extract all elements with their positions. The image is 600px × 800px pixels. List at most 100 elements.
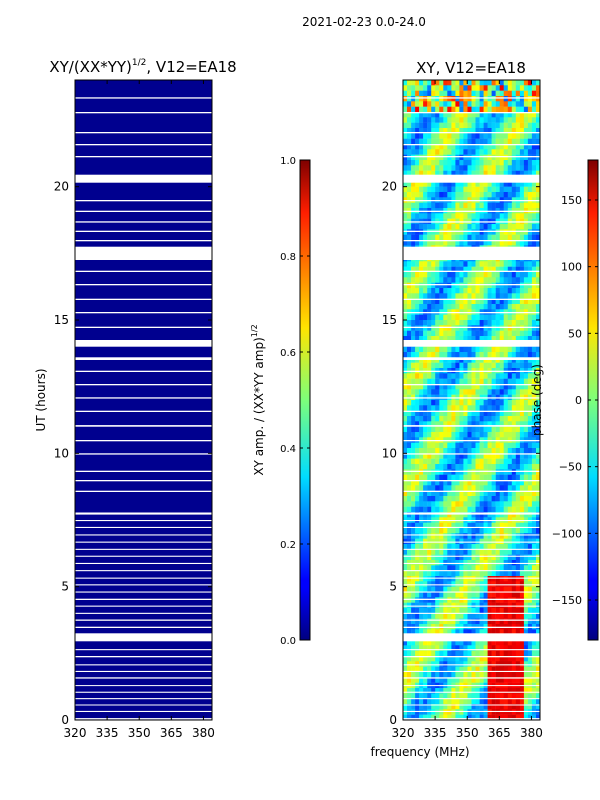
phase-heat-cell [527, 389, 533, 395]
phase-heat-cell [439, 101, 444, 107]
phase-heat-cell [451, 448, 456, 454]
phase-heat-cell [419, 128, 424, 134]
phase-heat-cell [483, 400, 488, 406]
phase-heat-cell [495, 261, 500, 267]
phase-heat-cell [431, 474, 436, 481]
phase-heat-cell [495, 298, 500, 305]
phase-heat-cell [431, 357, 436, 363]
phase-heat-cell [455, 229, 460, 235]
phase-heat-cell [531, 128, 537, 134]
phase-heat-cell [403, 106, 408, 113]
phase-heat-cell [403, 400, 408, 406]
phase-heat-cell [443, 336, 448, 342]
phase-heat-cell [503, 330, 508, 337]
phase-heat-cell [447, 336, 452, 342]
phase-heat-cell [451, 453, 456, 459]
phase-heat-cell [443, 165, 448, 171]
phase-heat-cell [515, 224, 521, 230]
phase-heat-cell [427, 112, 432, 118]
phase-heat-cell [495, 432, 500, 438]
phase-heat-cell [499, 149, 504, 155]
phase-heat-cell [467, 373, 472, 379]
phase-heat-cell [407, 234, 412, 241]
phase-heat-cell [415, 346, 420, 353]
phase-heat-cell [411, 288, 416, 294]
phase-heat-cell [531, 192, 537, 198]
phase-heat-cell [527, 122, 533, 129]
phase-heat-cell [427, 101, 432, 107]
phase-heat-cell [463, 400, 468, 406]
phase-heat-cell [495, 352, 500, 358]
phase-heat-cell [515, 240, 521, 246]
phase-heat-cell [459, 480, 464, 486]
phase-heat-cell [511, 229, 517, 235]
phase-heat-cell [503, 117, 508, 123]
phase-heat-cell [419, 202, 424, 209]
phase-heat-cell [519, 133, 525, 139]
phase-heat-cell [507, 362, 513, 369]
phase-heat-cell [423, 234, 428, 241]
phase-heat-cell [519, 384, 525, 390]
phase-heat-cell [519, 314, 525, 321]
phase-heat-cell [507, 101, 513, 107]
phase-heat-cell [527, 128, 533, 134]
phase-heat-cell [491, 138, 496, 145]
phase-heat-cell [419, 330, 424, 337]
phase-heat-cell [487, 304, 492, 310]
phase-heat-cell [519, 181, 525, 187]
phase-heat-cell [507, 314, 513, 321]
phase-heat-cell [467, 85, 472, 91]
phase-heat-cell [459, 240, 464, 246]
phase-heat-cell [527, 181, 533, 187]
phase-heat-cell [407, 384, 412, 390]
phase-heat-cell [499, 405, 504, 411]
phase-heat-cell [507, 293, 513, 299]
phase-heat-cell [527, 426, 533, 433]
phase-heat-cell [443, 224, 448, 230]
phase-heat-cell [455, 266, 460, 273]
phase-heat-cell [403, 405, 408, 411]
phase-heat-cell [507, 448, 513, 454]
phase-heat-cell [431, 336, 436, 342]
phase-heat-cell [507, 213, 513, 219]
phase-heat-cell [483, 202, 488, 209]
phase-heat-cell [435, 128, 440, 134]
phase-heat-cell [451, 272, 456, 278]
phase-heat-cell [411, 448, 416, 454]
phase-heat-cell [443, 117, 448, 123]
phase-heat-cell [407, 229, 412, 235]
phase-heat-cell [439, 336, 444, 342]
phase-heat-cell [459, 330, 464, 337]
y-tick-label: 20 [54, 180, 69, 194]
phase-heat-cell [467, 224, 472, 230]
phase-heat-cell [427, 400, 432, 406]
phase-heat-cell [419, 149, 424, 155]
phase-heat-cell [463, 448, 468, 454]
phase-heat-cell [527, 202, 533, 209]
phase-heat-cell [487, 80, 492, 86]
phase-heat-cell [515, 277, 521, 283]
phase-heat-cell [455, 101, 460, 107]
phase-heat-cell [475, 293, 480, 299]
amplitude-colorbar-tick-label: 0.2 [280, 540, 296, 551]
phase-heat-cell [411, 90, 416, 97]
phase-heat-cell [467, 234, 472, 241]
phase-heat-cell [463, 144, 468, 150]
phase-heat-cell [427, 314, 432, 321]
phase-heat-cell [471, 106, 476, 113]
phase-heat-cell [479, 346, 484, 353]
phase-heat-cell [419, 384, 424, 390]
phase-heat-cell [443, 442, 448, 449]
phase-heat-cell [499, 432, 504, 438]
phase-heat-cell [459, 112, 464, 118]
phase-heat-cell [483, 314, 488, 321]
phase-heat-cell [491, 304, 496, 310]
phase-heat-cell [491, 112, 496, 118]
phase-heat-cell [515, 96, 521, 102]
phase-heat-cell [515, 160, 521, 166]
phase-heat-cell [455, 160, 460, 166]
phase-heat-cell [427, 442, 432, 449]
phase-heat-cell [479, 144, 484, 150]
phase-heat-cell [419, 272, 424, 278]
phase-heat-cell [463, 224, 468, 230]
